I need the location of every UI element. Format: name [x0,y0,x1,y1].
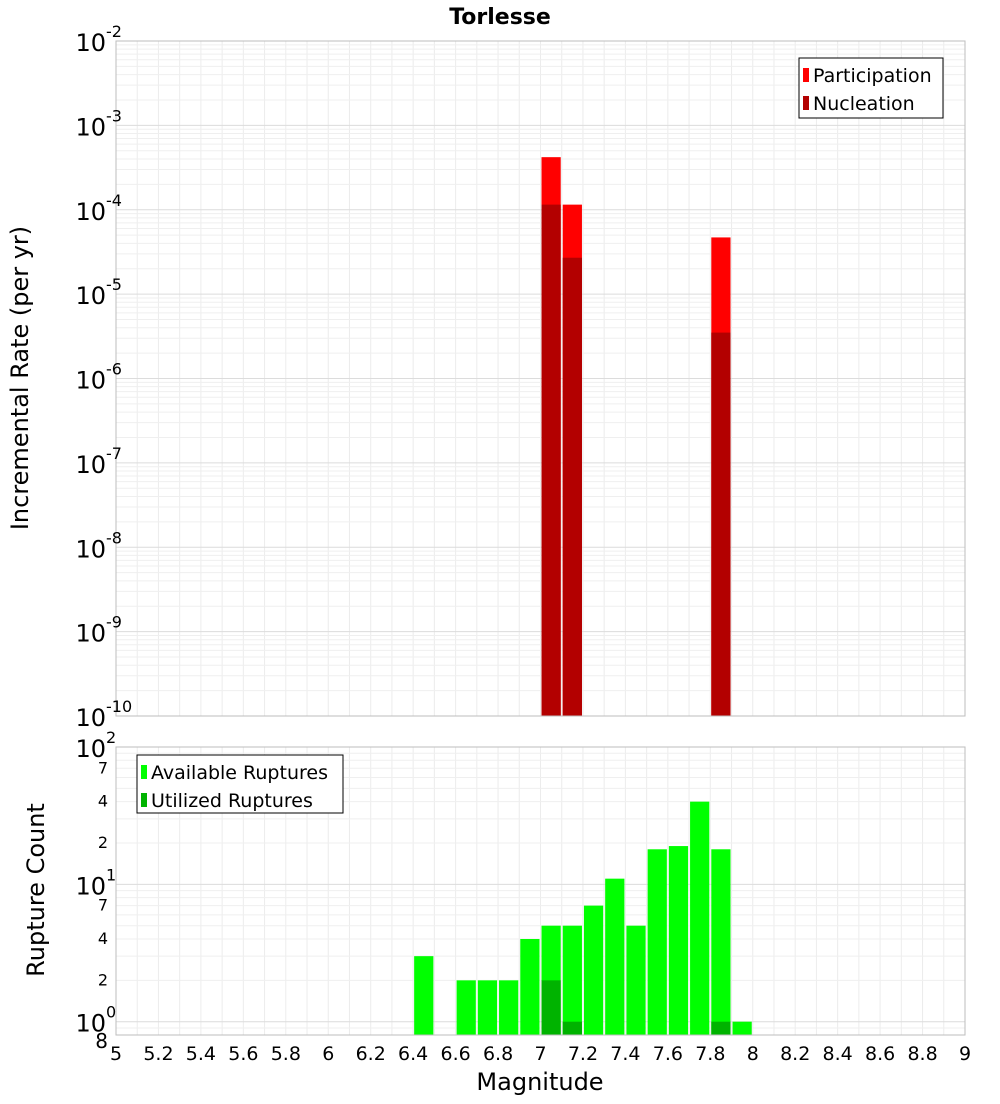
top-y-tick-exponent: -9 [106,613,122,632]
bottom-bar-a [668,846,689,1035]
bottom-bar-a [477,980,498,1035]
x-tick-label: 9 [959,1043,971,1065]
bottom-y-axis-label: Rupture Count [22,803,50,977]
bottom-bar-a [711,849,731,1035]
bottom-y-minor-tick-label: 2 [98,833,108,852]
bottom-y-minor-tick-label: 4 [98,792,108,811]
top-y-tick-exponent: -6 [106,360,122,379]
top-plot-frame [115,40,966,717]
bottom-legend-swatch [141,765,147,779]
x-tick-label: 6.2 [356,1043,386,1065]
top-bar-b [562,257,582,716]
top-y-tick-label: 10 [75,113,106,141]
x-tick-label: 7.2 [568,1043,598,1065]
top-y-tick-exponent: -4 [106,191,122,210]
x-tick-label: 5.8 [271,1043,301,1065]
chart-title: Torlesse [449,5,551,30]
x-tick-label: 8.4 [823,1043,853,1065]
top-y-tick-exponent: -7 [106,444,122,463]
x-tick-label: 8.6 [865,1043,895,1065]
x-tick-label: 6 [322,1043,334,1065]
top-y-tick-label: 10 [75,282,106,310]
x-tick-label: 7.6 [653,1043,683,1065]
x-tick-label: 5.2 [143,1043,173,1065]
bottom-bar-a [605,878,625,1035]
top-y-tick-exponent: -5 [106,275,122,294]
x-tick-label: 5.6 [228,1043,258,1065]
bottom-plot-frame [115,746,966,1036]
bottom-y-minor-tick-label: 7 [98,896,108,915]
bottom-legend-swatch [141,793,147,807]
bottom-bar-a [583,905,604,1035]
bottom-y-tick-exponent: 1 [106,865,116,884]
top-legend-label: Nucleation [813,93,915,115]
bottom-y-minor-tick-label: 7 [98,758,108,777]
bottom-bar-a [456,980,476,1035]
top-legend-swatch [803,96,809,110]
x-tick-label: 6.4 [398,1043,428,1065]
x-tick-label: 7.4 [610,1043,640,1065]
top-y-tick-exponent: -2 [106,22,122,41]
bottom-bar-a [690,801,710,1035]
x-tick-label: 7 [534,1043,546,1065]
x-tick-label: 8.2 [780,1043,810,1065]
bottom-y-minor-tick-label: 4 [98,929,108,948]
x-tick-label: 8 [747,1043,759,1065]
x-tick-label: 6.8 [483,1043,513,1065]
bottom-bar-b [711,1021,731,1035]
bottom-y-tick-label: 10 [75,1010,106,1038]
top-y-tick-label: 10 [75,620,106,648]
bottom-y-tick-exponent: 2 [106,728,116,747]
bottom-bar-a [626,925,646,1035]
top-y-tick-label: 10 [75,535,106,563]
x-tick-label: 6.6 [440,1043,470,1065]
bottom-legend-label: Available Ruptures [151,762,328,784]
bottom-bar-b [562,1021,582,1035]
bottom-bar-a [647,849,667,1035]
top-legend-swatch [803,68,809,82]
top-y-tick-label: 10 [75,704,106,732]
top-y-tick-exponent: -3 [106,106,122,125]
top-bar-b [541,204,561,717]
bottom-bar-a [562,925,582,1035]
top-panel: ParticipationNucleation10-1010-910-810-7… [75,22,966,732]
x-tick-label: 5 [110,1043,122,1065]
bottom-legend-box [136,754,344,814]
top-y-tick-label: 10 [75,198,106,226]
bottom-y-minor-tick-label: 8 [95,1029,108,1053]
top-bar-b [711,332,731,716]
bottom-bar-a [732,1021,752,1035]
x-tick-label: 7.8 [695,1043,725,1065]
top-y-tick-label: 10 [75,451,106,479]
top-y-tick-label: 10 [75,29,106,57]
bottom-bar-a [414,956,434,1035]
bottom-y-tick-exponent: 0 [106,1003,116,1022]
top-y-axis-label: Incremental Rate (per yr) [6,226,34,530]
bottom-bar-a [499,980,519,1035]
bottom-bar-a [520,939,540,1035]
x-tick-label: 8.8 [907,1043,937,1065]
top-legend-label: Participation [813,65,932,87]
bottom-y-minor-tick-label: 2 [98,970,108,989]
x-axis-label: Magnitude [476,1068,603,1096]
x-tick-label: 5.4 [186,1043,216,1065]
bottom-y-tick-label: 10 [75,872,106,900]
bottom-y-tick-label: 10 [75,735,106,763]
bottom-legend-label: Utilized Ruptures [151,790,313,812]
bottom-bar-b [541,980,561,1035]
top-legend-box [798,57,944,119]
top-y-tick-label: 10 [75,367,106,395]
top-y-tick-exponent: -8 [106,528,122,547]
top-y-tick-exponent: -10 [106,697,132,716]
